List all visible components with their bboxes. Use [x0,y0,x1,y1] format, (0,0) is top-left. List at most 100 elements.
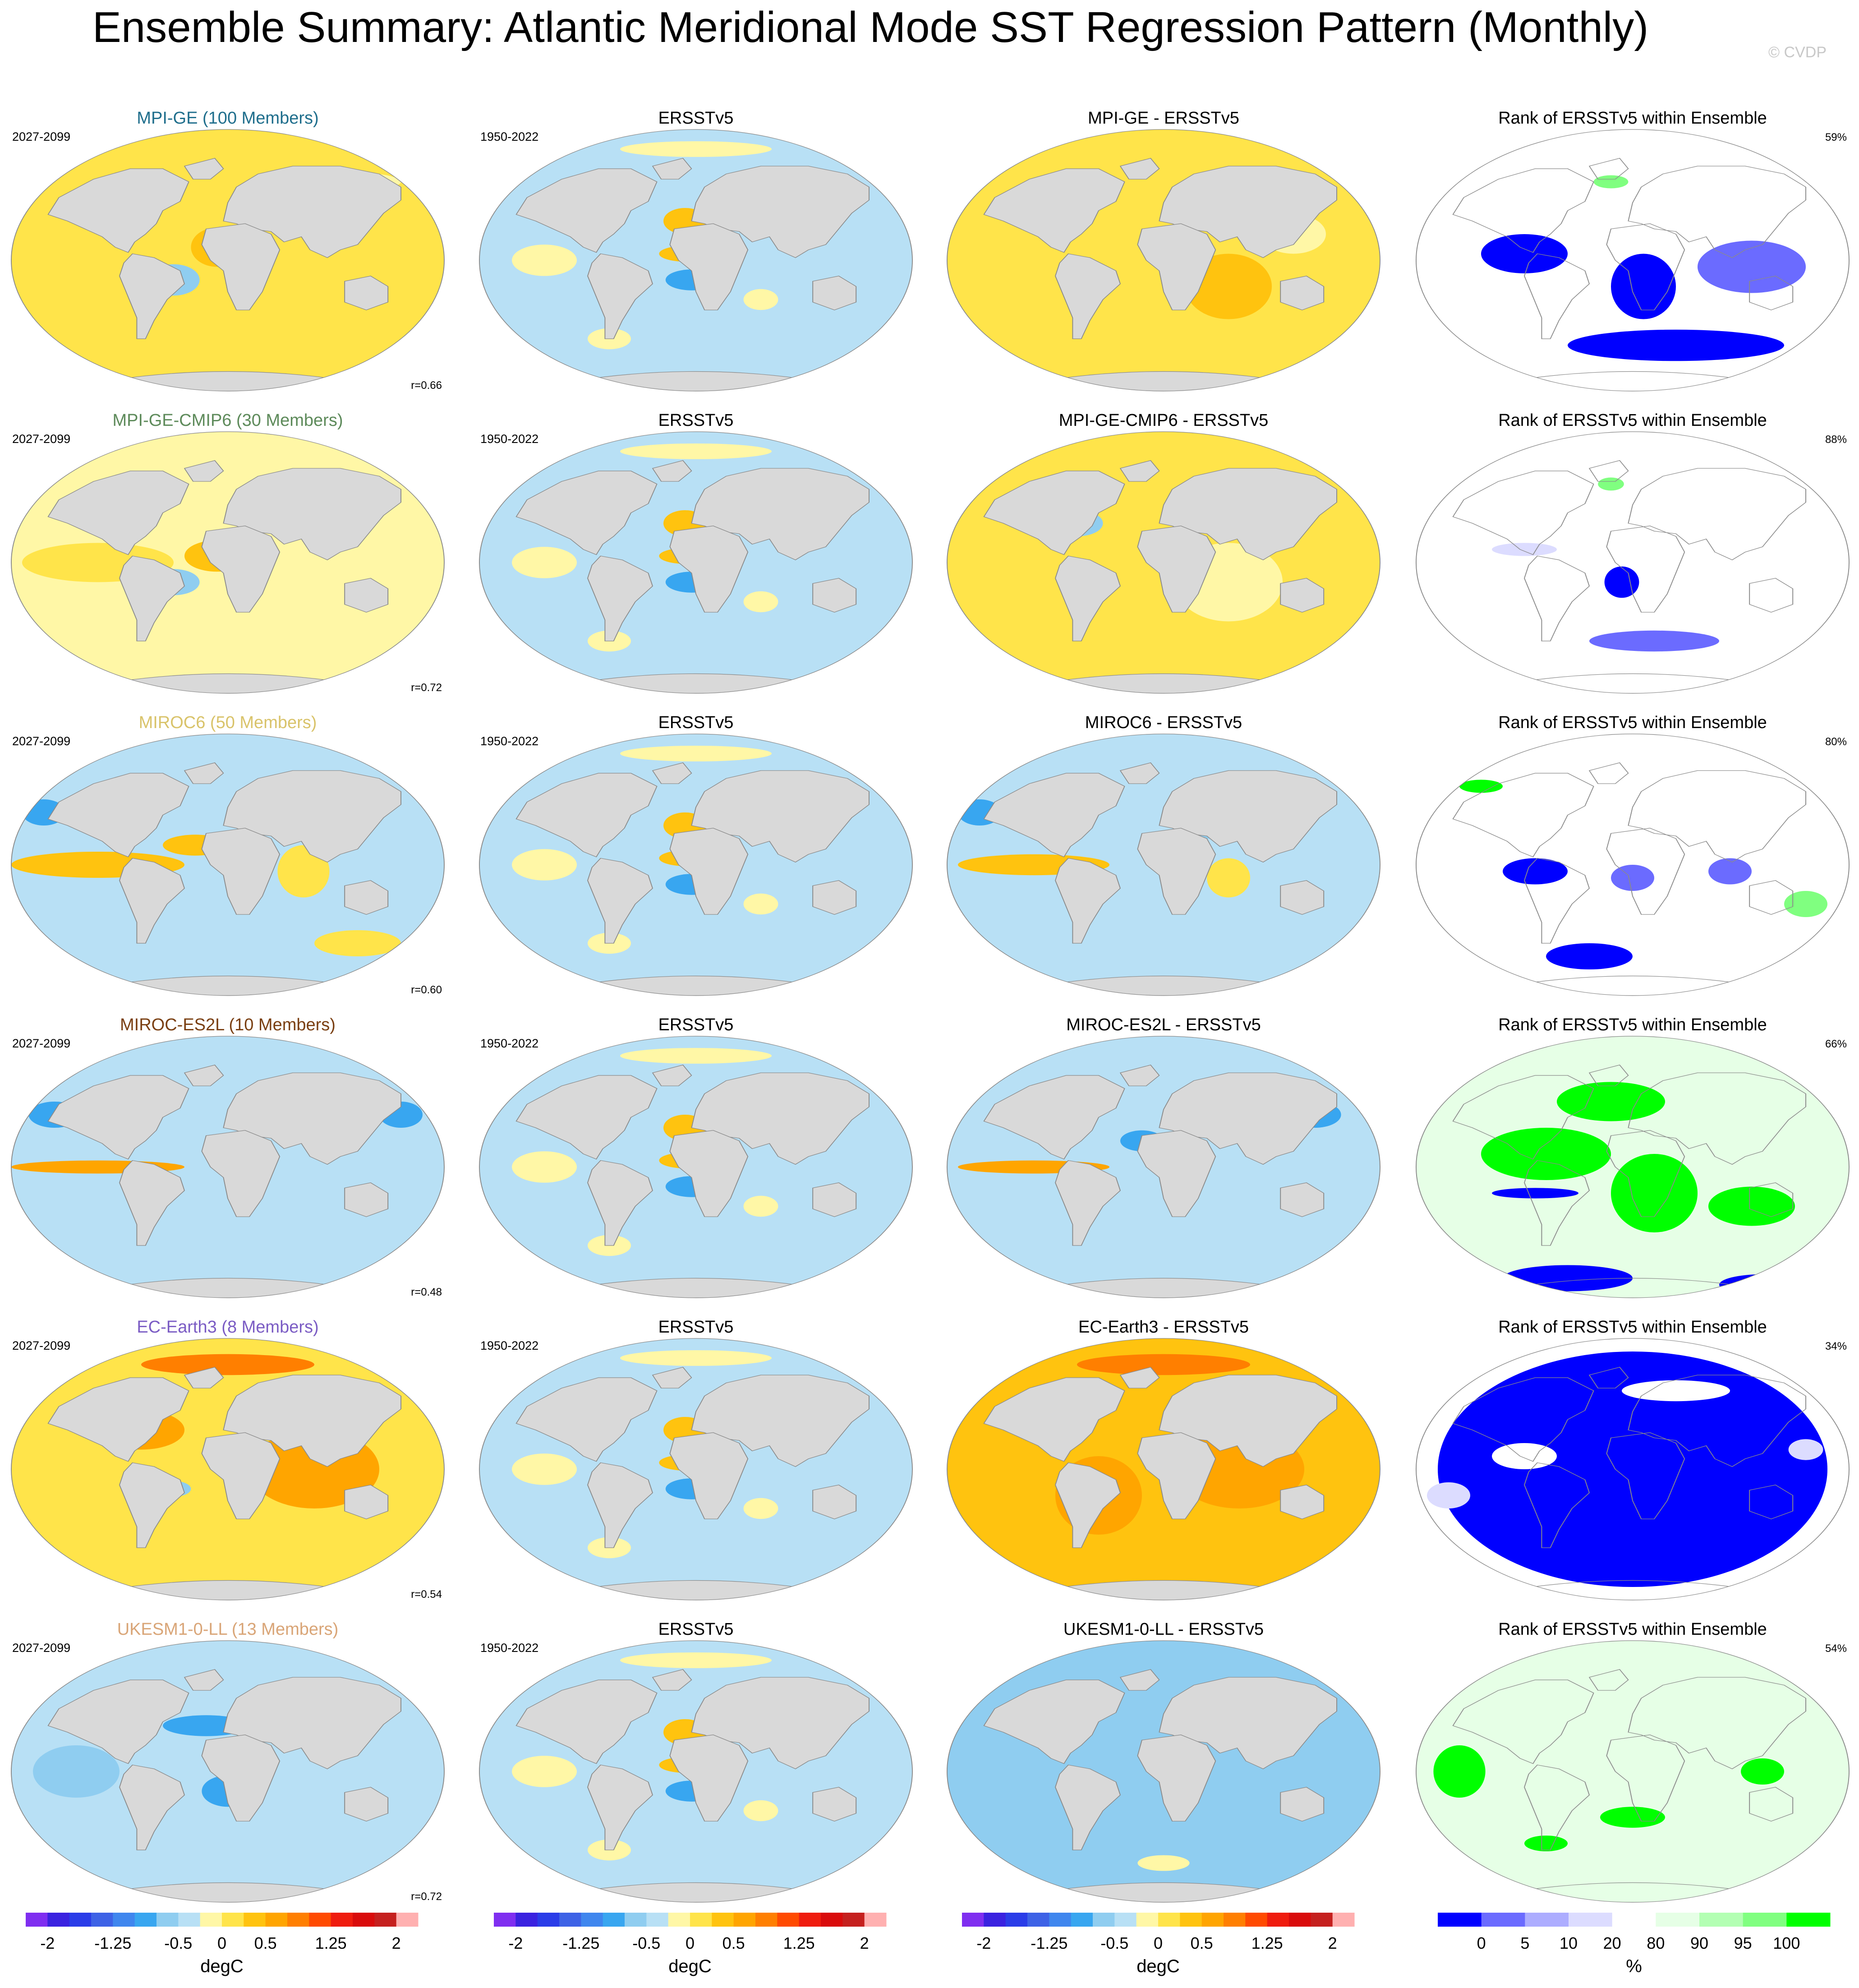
colorbar-tick-label: 0.5 [722,1934,745,1952]
colorbar-swatch [69,1913,92,1927]
period-label: 2027-2099 [12,1641,70,1655]
pattern-region [1433,1745,1486,1798]
pattern-region [1611,1154,1698,1232]
period-label: 1950-2022 [480,432,538,446]
pattern-region [1481,1128,1611,1180]
panel-title: ERSSTv5 [658,109,734,128]
pattern-region [33,1745,120,1798]
map-outline [11,1640,445,1903]
period-label: 2027-2099 [12,1037,70,1050]
colorbar-swatch [733,1913,756,1927]
colorbar-tick-label: -2 [976,1934,991,1952]
colorbar-tick-label: 2 [392,1934,401,1952]
panel-title: ERSSTv5 [658,1015,734,1034]
colorbar-tick-label: 20 [1603,1934,1621,1952]
pattern-region [512,244,577,276]
colorbar-swatch [1743,1913,1787,1927]
map-outline [11,129,445,392]
pattern-region [1427,1482,1470,1508]
colorbar-swatch [91,1913,113,1927]
colorbar-tick-label: -1.25 [1031,1934,1068,1952]
colorbar-swatch [1525,1913,1569,1927]
panel-title: Rank of ERSSTv5 within Ensemble [1498,1620,1767,1639]
pattern-region [620,1048,772,1064]
colorbar-tick-label: 2 [1328,1934,1337,1952]
map-outline [11,1338,445,1601]
map-panel-model-row-2: MPI-GE-CMIP6 (30 Members) 2027-2099 r=0.72 [11,411,445,694]
colorbar-swatch [864,1913,887,1927]
period-label: 2027-2099 [12,734,70,748]
panel-grid: MPI-GE (100 Members) 2027-2099 r=0.66 ERSST… [11,109,1850,1903]
colorbar-tick-label: 100 [1773,1934,1800,1952]
colorbar-tick-label: -0.5 [632,1934,660,1952]
panel-title: EC-Earth3 (8 Members) [137,1318,318,1337]
panel-title: Rank of ERSSTv5 within Ensemble [1498,713,1767,732]
pattern-region [1524,1836,1568,1851]
colorbar-swatch [1786,1913,1831,1927]
period-label: 1950-2022 [480,1339,538,1352]
pattern-correlation: r=0.54 [411,1588,442,1601]
map-panel-obs-row-1: ERSSTv5 1950-2022 [479,109,913,392]
colorbar-swatch [396,1913,419,1927]
period-label: 1950-2022 [480,1641,538,1655]
sst-colorbar-3: -2 -1.25 -0.5 0 0.5 1.25 2 degC [962,1913,1355,1976]
pattern-region [1503,858,1568,885]
colorbar-tick-label: -2 [508,1934,523,1952]
pattern-region [512,547,577,578]
colorbar-swatch [1180,1913,1202,1927]
colorbar-swatch [113,1913,135,1927]
colorbar-swatch [559,1913,581,1927]
colorbar-swatch [134,1913,157,1927]
pattern-region [1719,1274,1806,1296]
pattern-region [1598,477,1624,491]
colorbar-unit-label: degC [668,1956,712,1976]
pattern-region [1589,630,1719,652]
pattern-region [743,1800,778,1822]
colorbar-swatch [603,1913,625,1927]
colorbar-tick-label: -2 [40,1934,55,1952]
panel-title: ERSSTv5 [658,411,734,430]
pattern-region [1611,865,1654,891]
colorbar-swatch [222,1913,244,1927]
ocean-field [1416,432,1849,693]
colorbar-swatch [515,1913,538,1927]
colorbar-swatch [646,1913,669,1927]
map-panel-diff-row-6: UKESM1-0-LL - ERSSTv5 [947,1620,1380,1903]
map-outline [1416,129,1850,392]
panel-title: ERSSTv5 [658,1318,734,1337]
colorbar-swatch [690,1913,712,1927]
pattern-region [1741,1758,1784,1785]
panel-title: MIROC6 (50 Members) [139,713,317,732]
map-panel-diff-row-2: MPI-GE-CMIP6 - ERSSTv5 [947,411,1380,694]
colorbar-swatch [26,1913,48,1927]
colorbar-tick-label: 95 [1734,1934,1752,1952]
colorbar-tick-label: 1.25 [315,1934,347,1952]
colorbar-swatch [1136,1913,1159,1927]
colorbar-swatch [962,1913,984,1927]
pattern-region [1492,543,1557,556]
pattern-region [512,1151,577,1183]
colorbar-swatch [1093,1913,1115,1927]
map-panel-model-row-6: UKESM1-0-LL (13 Members) 2027-2099 r=0.72 [11,1620,445,1903]
colorbar-tick-label: 1.25 [783,1934,815,1952]
colorbar-swatch [1071,1913,1093,1927]
pattern-correlation: r=0.72 [411,1891,442,1903]
panel-title: MIROC6 - ERSSTv5 [1085,713,1242,732]
map-panel-obs-row-5: ERSSTv5 1950-2022 [479,1318,913,1601]
panel-title: MIROC-ES2L - ERSSTv5 [1066,1015,1261,1034]
map-outline [11,1036,445,1298]
colorbar-swatch [1289,1913,1311,1927]
pattern-region [743,591,778,613]
colorbar-swatch [821,1913,843,1927]
map-panel-obs-row-6: ERSSTv5 1950-2022 [479,1620,913,1903]
pattern-region [620,1652,772,1668]
panel-title: UKESM1-0-LL - ERSSTv5 [1063,1620,1264,1639]
colorbar-swatch [712,1913,734,1927]
colorbar-tick-label: 0.5 [254,1934,277,1952]
colorbar-swatch [287,1913,309,1927]
map-outline [11,733,445,996]
colorbar-swatch [1005,1913,1028,1927]
panel-title: Rank of ERSSTv5 within Ensemble [1498,411,1767,430]
colorbar-swatch [1027,1913,1049,1927]
colorbar-tick-label: 1.25 [1252,1934,1283,1952]
